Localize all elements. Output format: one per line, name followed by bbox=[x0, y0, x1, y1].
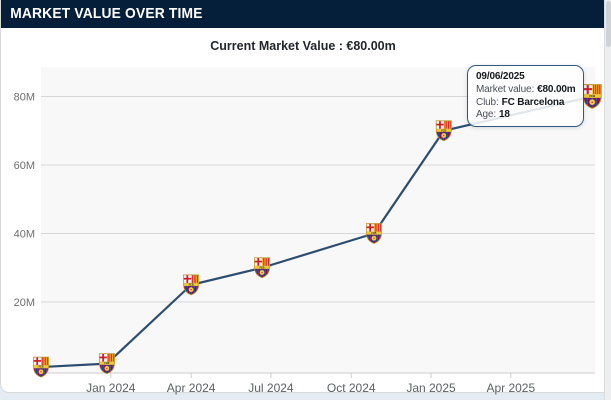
x-axis-label: Apr 2024 bbox=[167, 381, 216, 395]
tooltip-row-club: Club: FC Barcelona bbox=[476, 97, 576, 109]
x-axis-label: Jan 2025 bbox=[406, 381, 456, 395]
header-bar: MARKET VALUE OVER TIME bbox=[1, 0, 605, 28]
tooltip-row-age: Age: 18 bbox=[476, 109, 576, 121]
tooltip-row-label: Club: bbox=[476, 96, 499, 108]
x-axis-label: Jul 2024 bbox=[248, 381, 294, 395]
tooltip-row-value: 18 bbox=[498, 109, 510, 121]
tooltip: 09/06/2025 Market value: €80.00m Club: FC … bbox=[467, 65, 584, 127]
scrollbar-thumb[interactable] bbox=[606, 1, 611, 47]
x-axis-label: Oct 2024 bbox=[327, 381, 376, 395]
page-title: MARKET VALUE OVER TIME bbox=[10, 5, 203, 22]
data-point-crest[interactable] bbox=[33, 357, 48, 378]
tooltip-row-value: FC Barcelona bbox=[501, 96, 565, 108]
tooltip-date: 09/06/2025 bbox=[476, 71, 525, 82]
x-axis-label: Jan 2024 bbox=[86, 381, 136, 395]
y-axis-label: 60M bbox=[14, 160, 35, 172]
x-axis-label: Apr 2025 bbox=[486, 381, 535, 395]
tooltip-row-value: €80.00m bbox=[537, 84, 576, 96]
y-axis-label: 40M bbox=[14, 229, 35, 241]
scrollbar[interactable] bbox=[604, 0, 611, 400]
current-market-value-subtitle: Current Market Value : €80.00m bbox=[210, 39, 396, 53]
tooltip-row-label: Market value: bbox=[476, 84, 535, 96]
tooltip-row-label: Age: bbox=[476, 109, 496, 121]
tooltip-row-market-value: Market value: €80.00m bbox=[476, 84, 576, 96]
y-axis-label: 20M bbox=[14, 297, 35, 309]
y-axis-label: 80M bbox=[14, 92, 35, 104]
